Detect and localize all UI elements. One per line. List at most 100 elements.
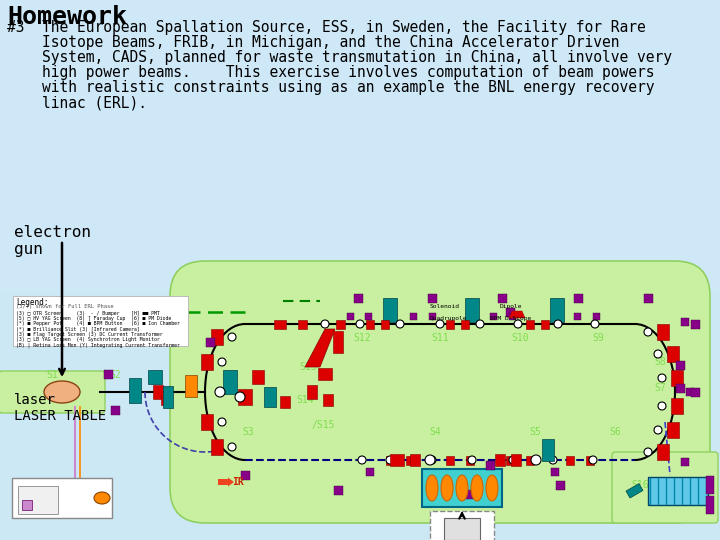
Text: Quadrupole: Quadrupole (430, 316, 467, 321)
Text: (3) □ OTR Screen     (3) _-_/ Bumper    [H] ■■ PMT: (3) □ OTR Screen (3) _-_/ Bumper [H] ■■ … (16, 310, 160, 315)
Circle shape (654, 426, 662, 434)
Circle shape (654, 350, 662, 358)
Bar (201, 414, 213, 430)
Bar (333, 331, 343, 353)
Circle shape (386, 456, 394, 464)
Text: /S15: /S15 (311, 420, 335, 430)
Bar (185, 375, 197, 397)
Bar (446, 320, 454, 328)
Bar (406, 456, 414, 464)
Bar (505, 307, 515, 316)
Bar (506, 456, 514, 464)
Circle shape (554, 320, 562, 328)
Bar (550, 298, 564, 322)
Bar (354, 294, 362, 302)
Bar (18, 486, 58, 514)
Bar (508, 313, 516, 320)
Text: S14: S14 (296, 395, 314, 405)
Bar (486, 468, 494, 476)
Bar (542, 439, 554, 461)
Circle shape (436, 320, 444, 328)
Circle shape (425, 455, 435, 465)
Bar (657, 324, 669, 340)
Bar (381, 320, 389, 328)
Bar (422, 469, 502, 507)
Bar (161, 395, 169, 405)
Bar (148, 370, 162, 384)
Bar (153, 385, 163, 399)
Circle shape (658, 402, 666, 410)
Bar (110, 406, 120, 415)
Ellipse shape (426, 475, 438, 501)
Bar (163, 386, 173, 408)
Bar (675, 361, 685, 369)
Text: #3  The European Spallation Source, ESS, in Sweden, the Facility for Rare: #3 The European Spallation Source, ESS, … (7, 20, 646, 35)
Bar (211, 329, 223, 345)
Bar (366, 468, 374, 476)
Circle shape (218, 358, 226, 366)
Bar (586, 456, 594, 464)
Bar (681, 318, 689, 326)
Text: S16: S16 (631, 480, 649, 490)
Circle shape (321, 320, 329, 328)
Bar (541, 320, 549, 328)
Bar (280, 396, 290, 408)
Bar (22, 500, 32, 510)
Bar (240, 470, 250, 480)
Bar (161, 300, 169, 308)
Bar (644, 294, 652, 302)
Text: (3/T) shown for Full ERL Phase: (3/T) shown for Full ERL Phase (16, 304, 114, 309)
Bar (333, 485, 343, 495)
Ellipse shape (94, 492, 110, 504)
Circle shape (235, 392, 245, 402)
Bar (667, 422, 679, 438)
Text: S8: S8 (654, 357, 666, 367)
Bar (551, 468, 559, 476)
Circle shape (644, 328, 652, 336)
Bar (675, 383, 685, 393)
Bar (461, 320, 469, 328)
Bar (526, 456, 534, 464)
Circle shape (428, 456, 436, 464)
Text: BPM D-Scope: BPM D-Scope (490, 316, 531, 321)
Bar (706, 496, 714, 514)
Bar (390, 454, 404, 466)
Bar (511, 454, 521, 466)
Circle shape (509, 456, 517, 464)
Bar (336, 320, 344, 328)
Text: S2: S2 (109, 370, 121, 380)
Ellipse shape (471, 475, 483, 501)
Text: S7: S7 (654, 383, 666, 393)
Bar (410, 454, 420, 466)
Text: S10: S10 (511, 333, 528, 343)
Bar (465, 298, 479, 322)
Bar (211, 439, 223, 455)
Bar (13, 296, 188, 346)
Circle shape (396, 320, 404, 328)
Bar (129, 377, 141, 402)
Polygon shape (509, 311, 525, 318)
Ellipse shape (44, 381, 80, 403)
Bar (671, 398, 683, 414)
Text: (*) ■ Brilliance Slit (3) [Infrared Camera]: (*) ■ Brilliance Slit (3) [Infrared Came… (16, 327, 140, 332)
Circle shape (358, 456, 366, 464)
Circle shape (644, 448, 652, 456)
Ellipse shape (486, 475, 498, 501)
Bar (297, 320, 307, 328)
Circle shape (468, 456, 476, 464)
Bar (498, 294, 506, 302)
Bar (495, 454, 505, 466)
Bar (671, 370, 683, 386)
Bar (383, 298, 397, 322)
Bar (485, 461, 495, 469)
Text: Legend:: Legend: (16, 298, 48, 307)
Text: S4: S4 (429, 427, 441, 437)
Bar (274, 320, 286, 328)
Bar (690, 388, 700, 396)
Bar (690, 320, 700, 328)
Circle shape (228, 443, 236, 451)
Circle shape (658, 374, 666, 382)
Ellipse shape (456, 475, 468, 501)
Text: with realistic constraints using as an example the BNL energy recovery: with realistic constraints using as an e… (7, 80, 654, 95)
Bar (223, 370, 237, 394)
